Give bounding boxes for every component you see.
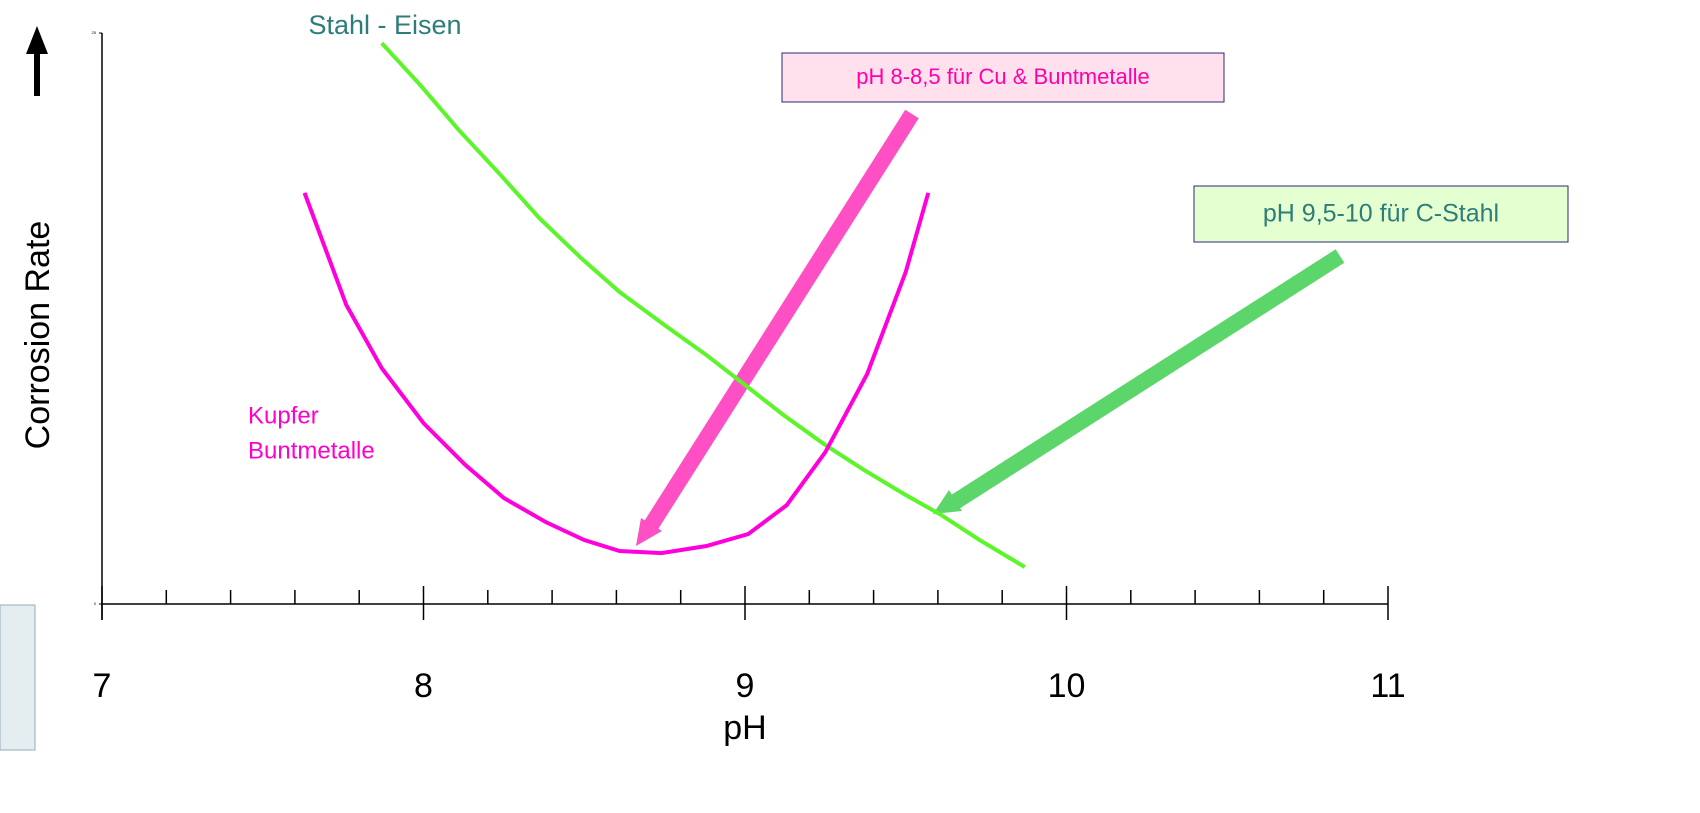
x-tick-label: 9 — [736, 667, 755, 705]
series-label: Buntmetalle — [248, 437, 375, 464]
y-arrow-head — [26, 26, 48, 54]
x-axis-label: pH — [723, 709, 766, 747]
series-line — [302, 192, 931, 556]
y-tick-label: 25 — [92, 30, 97, 35]
series-label: Kupfer — [248, 402, 319, 429]
y-tick-label: 0 — [94, 601, 97, 606]
x-tick-label: 7 — [93, 667, 112, 705]
annotation-arrow-head — [636, 518, 662, 546]
x-tick-label: 10 — [1048, 667, 1086, 705]
annotation-arrow — [950, 249, 1345, 509]
annotation-box — [1193, 185, 1569, 243]
series-label: Stahl - Eisen — [308, 10, 461, 40]
x-tick-label: 11 — [1370, 667, 1405, 705]
annotation-box — [781, 52, 1225, 103]
annotation: pH 9,5-10 für C-Stahl — [1263, 200, 1499, 228]
y-axis-label: Corrosion Rate — [19, 221, 57, 450]
series-line — [380, 41, 1026, 569]
photo-fragment — [0, 604, 36, 751]
annotation-arrow — [643, 109, 919, 532]
x-tick-label: 8 — [414, 667, 433, 705]
annotation: pH 8-8,5 für Cu & Buntmetalle — [856, 64, 1149, 89]
annotation-arrow-head — [933, 490, 962, 514]
